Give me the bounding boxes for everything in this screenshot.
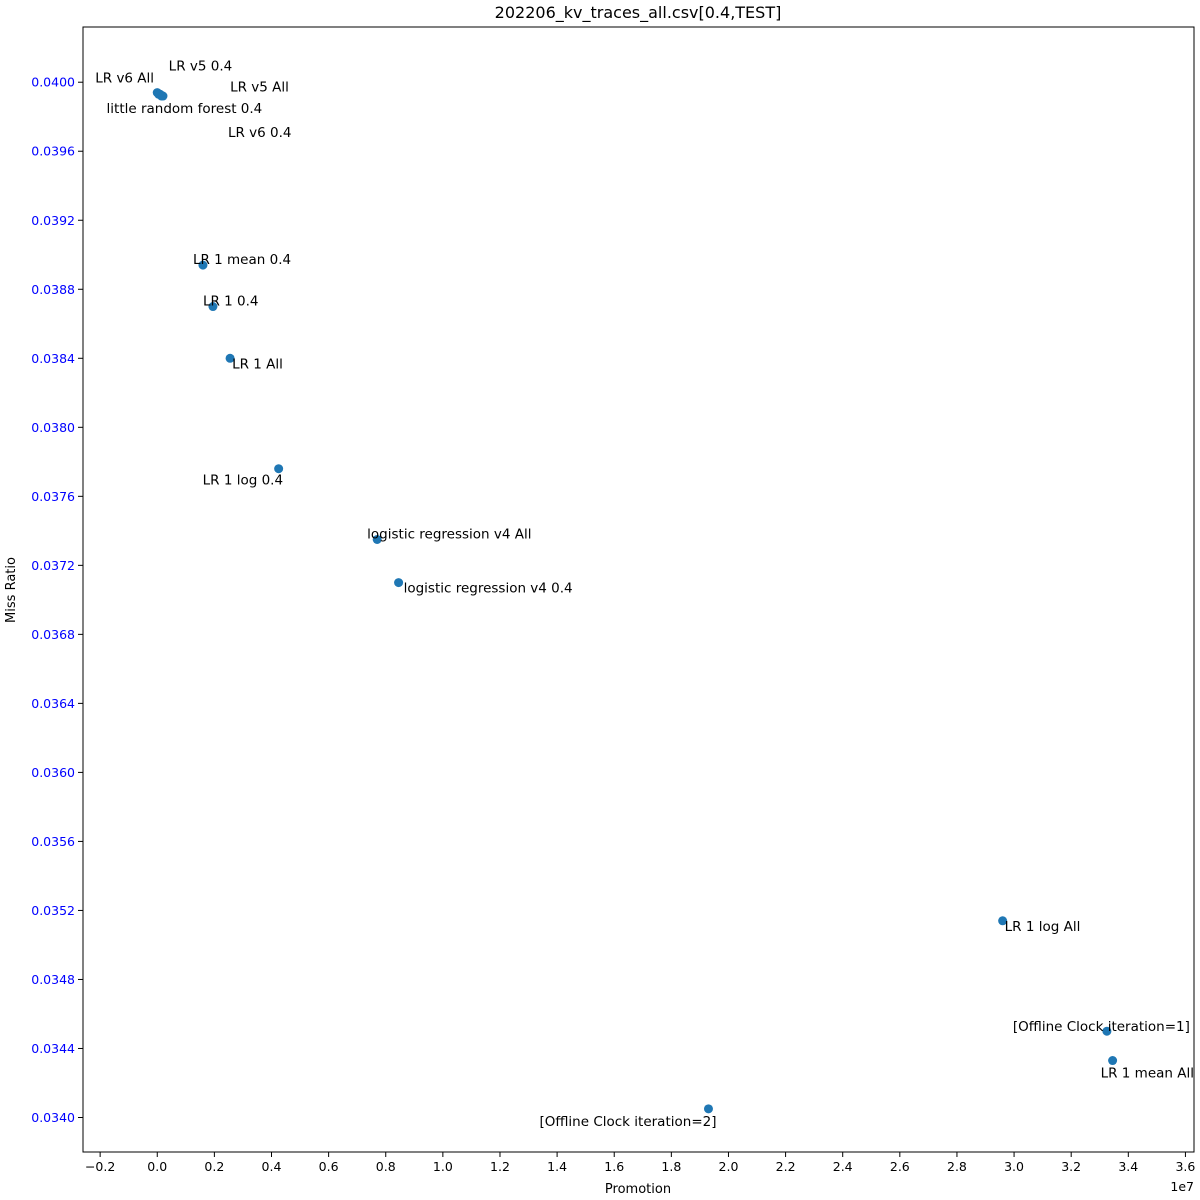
- y-tick-label: 0.0392: [31, 213, 75, 228]
- point-label: [Offline Clock iteration=1]: [1013, 1019, 1190, 1035]
- x-tick-label: 1.6: [604, 1159, 624, 1174]
- y-tick-label: 0.0372: [31, 558, 75, 573]
- y-tick-label: 0.0396: [31, 144, 75, 159]
- data-point: [1108, 1056, 1118, 1066]
- x-axis-label: Promotion: [605, 1182, 671, 1197]
- x-tick-label: −0.2: [85, 1159, 115, 1174]
- point-label: LR 1 log 0.4: [203, 473, 283, 489]
- x-tick-label: 0.0: [147, 1159, 167, 1174]
- y-tick-label: 0.0360: [31, 765, 75, 780]
- point-label: logistic regression v4 0.4: [404, 581, 573, 597]
- point-labels: LR v6 All LR v5 0.4 LR v5 All little random…: [95, 58, 1194, 1130]
- chart-title: 202206_kv_traces_all.csv[0.4,TEST]: [495, 3, 782, 23]
- y-tick-label: 0.0380: [31, 420, 75, 435]
- point-label: little random forest 0.4: [107, 101, 263, 117]
- y-tick-label: 0.0384: [31, 351, 75, 366]
- x-tick-label: 1.8: [661, 1159, 681, 1174]
- data-point: [372, 534, 382, 544]
- y-tick-label: 0.0344: [31, 1041, 75, 1056]
- y-tick-label: 0.0352: [31, 903, 75, 918]
- x-tick-label: 2.6: [890, 1159, 910, 1174]
- data-points: [152, 88, 1118, 1114]
- point-label: LR v6 0.4: [228, 125, 292, 141]
- data-point: [1102, 1026, 1112, 1036]
- point-label: [Offline Clock iteration=2]: [539, 1114, 716, 1130]
- x-tick-label: 0.4: [262, 1159, 282, 1174]
- data-point: [158, 91, 168, 101]
- x-offset-text: 1e7: [1170, 1179, 1194, 1194]
- y-tick-label: 0.0356: [31, 834, 75, 849]
- x-tick-label: 3.4: [1118, 1159, 1138, 1174]
- point-label: LR 1 log All: [1005, 919, 1081, 935]
- y-tick-label: 0.0368: [31, 627, 75, 642]
- y-tick-label: 0.0364: [31, 696, 75, 711]
- x-tick-label: 2.2: [776, 1159, 796, 1174]
- data-point: [998, 916, 1008, 926]
- x-tick-label: 0.6: [319, 1159, 339, 1174]
- x-axis: −0.2 0.0 0.2 0.4 0.6 0.8 1.0 1.2 1.4 1.6 1.8 2.0 2.2…: [85, 1152, 1195, 1174]
- x-tick-label: 2.8: [947, 1159, 967, 1174]
- x-tick-label: 1.4: [547, 1159, 567, 1174]
- y-axis: 0.0340 0.0344 0.0348 0.0352 0.0356 0.0360 0.03…: [31, 75, 83, 1125]
- y-tick-label: 0.0348: [31, 972, 75, 987]
- x-tick-label: 3.6: [1175, 1159, 1195, 1174]
- point-label: logistic regression v4 All: [367, 526, 531, 542]
- y-axis-label: Miss Ratio: [4, 557, 19, 623]
- x-tick-label: 1.2: [490, 1159, 510, 1174]
- data-point: [225, 353, 235, 363]
- x-tick-label: 1.0: [433, 1159, 453, 1174]
- x-tick-label: 0.2: [204, 1159, 224, 1174]
- x-tick-label: 3.2: [1061, 1159, 1081, 1174]
- point-label: LR 1 0.4: [203, 294, 259, 310]
- x-tick-label: 2.4: [833, 1159, 853, 1174]
- y-tick-label: 0.0376: [31, 489, 75, 504]
- point-label: LR 1 mean All: [1101, 1066, 1194, 1082]
- x-tick-label: 0.8: [376, 1159, 396, 1174]
- data-point: [198, 260, 208, 270]
- point-label: LR v5 All: [230, 79, 289, 95]
- y-tick-label: 0.0400: [31, 75, 75, 90]
- point-label: LR v5 0.4: [169, 58, 233, 74]
- x-tick-label: 2.0: [719, 1159, 739, 1174]
- plot-area: [82, 26, 1195, 1153]
- x-tick-label: 3.0: [1004, 1159, 1024, 1174]
- data-point: [274, 464, 284, 474]
- y-tick-label: 0.0340: [31, 1110, 75, 1125]
- point-label: LR 1 All: [232, 356, 283, 372]
- data-point: [394, 578, 404, 588]
- data-point: [703, 1104, 713, 1114]
- y-tick-label: 0.0388: [31, 282, 75, 297]
- point-label: LR 1 mean 0.4: [193, 252, 291, 268]
- data-point: [208, 302, 218, 312]
- point-label: LR v6 All: [95, 71, 154, 87]
